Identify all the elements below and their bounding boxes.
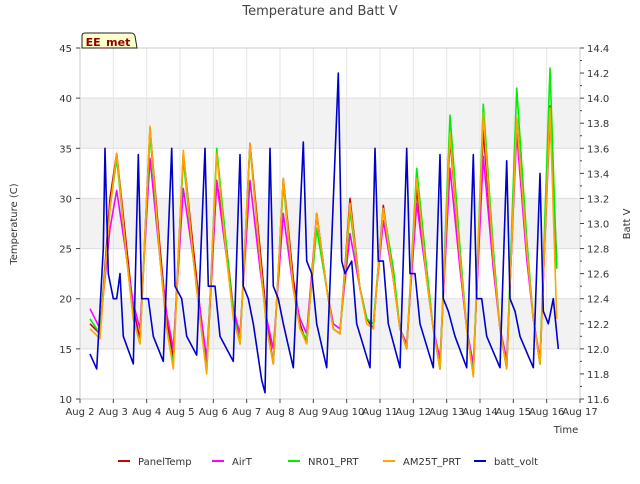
y2-tick-label: 13.8 [587,119,609,130]
y2-tick-label: 14.2 [587,69,609,80]
x-tick-label: Aug 3 [99,407,128,418]
x-tick-label: Aug 8 [265,407,294,418]
band-35 [80,98,580,149]
site-badge-label: EE_met [86,36,131,49]
legend-label-airt: AirT [232,457,253,468]
y2-tick-label: 13.4 [587,169,609,180]
x-tick-label: Aug 10 [329,407,364,418]
y2-tick-label: 12.0 [587,345,609,356]
y2-tick-label: 13.0 [587,220,609,231]
series-layer [89,67,560,394]
legend-label-am25t_prt: AM25T_PRT [403,457,462,468]
y-tick-label: 15 [59,345,72,356]
series-line-am25t_prt [89,107,558,378]
y-tick-label: 45 [59,44,72,55]
site-badge: EE_met [81,32,138,49]
x-tick-label: Aug 5 [165,407,194,418]
y2-tick-label: 11.8 [587,370,609,381]
x-tick-label: Aug 12 [396,407,431,418]
y2-tick-label: 13.6 [587,144,609,155]
y2-axis-label: Batt V [622,208,633,239]
y2-tick-label: 14.4 [587,44,609,55]
series-line-batt_volt [89,72,560,394]
y-axis-label: Temperature (C) [9,183,20,265]
x-tick-label: Aug 9 [299,407,328,418]
y2-tick-label: 12.6 [587,270,609,281]
y-tick-label: 40 [59,94,72,105]
y-tick-label: 25 [59,245,72,256]
x-axis: Aug 2 Aug 3 Aug 4 Aug 5 Aug 6 Aug 7 Aug 8 Aug 9… [65,399,598,418]
y2-tick-label: 14.0 [587,94,609,105]
y-axis-right: 11.6 11.8 12.0 12.2 12.4 12.6 12.8 13.0 13.2 13.4… [580,44,609,406]
y-tick-label: 30 [59,194,72,205]
legend-label-nr01_prt: NR01_PRT [308,457,359,468]
x-tick-label: Aug 2 [65,407,94,418]
x-tick-label: Aug 4 [132,407,161,418]
chart-title: Temperature and Batt V [241,4,397,19]
y2-tick-label: 11.6 [587,395,609,406]
x-tick-label: Aug 11 [362,407,397,418]
x-tick-label: Aug 13 [429,407,464,418]
x-tick-label: Aug 17 [562,407,597,418]
y2-tick-label: 13.2 [587,194,609,205]
x-tick-label: Aug 7 [232,407,261,418]
x-tick-label: Aug 15 [496,407,531,418]
y2-tick-label: 12.4 [587,295,609,306]
legend-label-batt_volt: batt_volt [494,457,538,468]
y-tick-label: 10 [59,395,72,406]
legend-label-paneltemp: PanelTemp [138,457,192,468]
y-tick-label: 35 [59,144,72,155]
band-25 [80,198,580,249]
x-tick-label: Aug 14 [462,407,497,418]
x-axis-label: Time [553,425,578,436]
y2-tick-label: 12.2 [587,320,609,331]
legend: PanelTemp AirT NR01_PRT AM25T_PRT batt_volt [118,457,538,468]
y-tick-label: 20 [59,295,72,306]
site-badge-box [81,32,138,49]
y2-tick-label: 12.8 [587,245,609,256]
y-axis-left: 10 15 20 25 30 35 40 45 [59,44,80,406]
x-tick-label: Aug 6 [199,407,228,418]
x-tick-label: Aug 16 [529,407,564,418]
